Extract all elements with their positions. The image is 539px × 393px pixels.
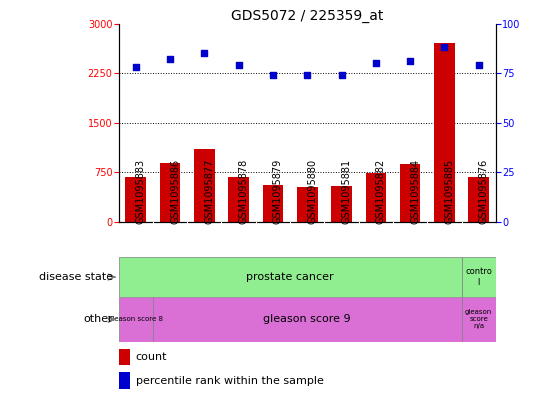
Point xyxy=(234,62,243,68)
Text: other: other xyxy=(84,314,113,324)
Bar xyxy=(194,149,215,222)
Text: GSM1095882: GSM1095882 xyxy=(376,158,386,224)
Point xyxy=(440,44,449,51)
Point xyxy=(474,62,483,68)
Point xyxy=(303,72,312,78)
Text: GSM1095883: GSM1095883 xyxy=(136,159,146,224)
Bar xyxy=(262,185,283,222)
Bar xyxy=(365,173,386,222)
Point xyxy=(132,64,140,70)
Bar xyxy=(461,257,496,297)
Bar xyxy=(331,186,352,222)
Text: GSM1095885: GSM1095885 xyxy=(445,158,454,224)
Point xyxy=(268,72,277,78)
Text: GSM1095884: GSM1095884 xyxy=(410,159,420,224)
Bar xyxy=(434,44,455,222)
Point xyxy=(165,56,174,62)
Bar xyxy=(400,165,420,222)
Text: GSM1095876: GSM1095876 xyxy=(479,158,489,224)
Text: gleason
score
n/a: gleason score n/a xyxy=(465,309,492,329)
Text: gleason score 9: gleason score 9 xyxy=(264,314,351,324)
Title: GDS5072 / 225359_at: GDS5072 / 225359_at xyxy=(231,9,383,22)
Bar xyxy=(119,297,153,342)
Text: GSM1095881: GSM1095881 xyxy=(342,159,351,224)
Bar xyxy=(153,297,461,342)
Bar xyxy=(126,177,146,222)
Point xyxy=(337,72,346,78)
Text: count: count xyxy=(136,352,167,362)
Bar xyxy=(297,187,317,222)
Text: GSM1095878: GSM1095878 xyxy=(239,158,248,224)
Point xyxy=(371,60,380,66)
Text: prostate cancer: prostate cancer xyxy=(246,272,334,282)
Text: GSM1095886: GSM1095886 xyxy=(170,159,180,224)
Text: GSM1095880: GSM1095880 xyxy=(307,159,317,224)
Bar xyxy=(160,163,181,222)
Text: disease state: disease state xyxy=(39,272,113,282)
Point xyxy=(200,50,209,57)
Bar xyxy=(119,349,130,365)
Text: GSM1095877: GSM1095877 xyxy=(204,158,215,224)
Bar xyxy=(119,372,130,389)
Bar xyxy=(468,177,489,222)
Text: GSM1095879: GSM1095879 xyxy=(273,158,283,224)
Text: percentile rank within the sample: percentile rank within the sample xyxy=(136,376,323,386)
Bar xyxy=(229,177,249,222)
Text: gleason score 8: gleason score 8 xyxy=(108,316,163,322)
Point xyxy=(406,58,414,64)
Text: contro
l: contro l xyxy=(465,267,492,287)
Bar xyxy=(461,297,496,342)
